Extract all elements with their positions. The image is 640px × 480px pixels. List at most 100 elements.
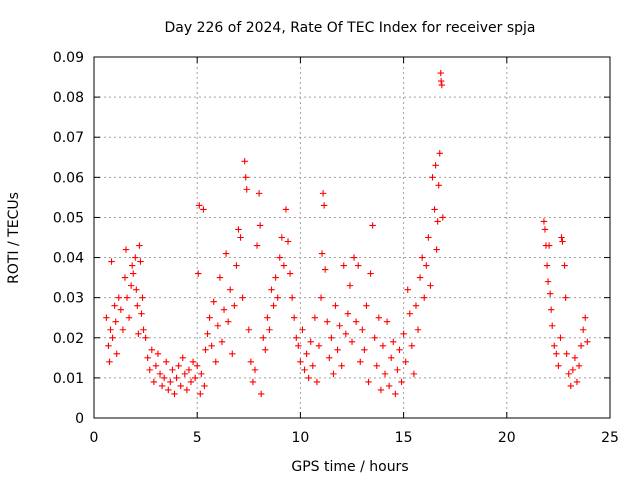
data-point <box>563 350 570 358</box>
data-point <box>315 342 323 349</box>
data-point <box>383 318 391 325</box>
data-point <box>136 242 143 249</box>
data-point <box>429 174 436 181</box>
data-point <box>293 334 300 341</box>
data-point <box>373 362 380 370</box>
data-point <box>148 346 155 354</box>
data-point <box>218 338 226 345</box>
data-point <box>543 262 551 269</box>
data-point <box>280 262 288 269</box>
data-point <box>198 370 205 378</box>
data-point <box>541 226 549 233</box>
data-point <box>160 374 168 382</box>
data-point <box>123 294 131 301</box>
y-tick-label: 0 <box>75 411 84 427</box>
data-point <box>183 386 191 394</box>
data-point <box>204 330 211 337</box>
data-point <box>125 314 133 321</box>
data-point <box>222 250 230 257</box>
data-points <box>103 69 591 398</box>
data-point <box>257 390 265 398</box>
y-tick-label: 0.09 <box>53 50 84 66</box>
data-point <box>418 254 426 261</box>
data-point <box>371 334 378 341</box>
data-point <box>582 314 589 321</box>
chart-title: Day 226 of 2024, Rate Of TEC Index for r… <box>164 20 535 36</box>
data-point <box>266 326 273 333</box>
data-point <box>332 302 339 309</box>
data-point <box>113 350 120 358</box>
data-point <box>336 322 343 329</box>
data-point <box>402 358 409 366</box>
data-point <box>138 310 145 317</box>
y-tick-label: 0.03 <box>53 291 84 307</box>
y-axis-label: ROTI / TECUs <box>6 192 22 284</box>
data-point <box>185 366 193 374</box>
data-point <box>434 218 441 225</box>
data-point <box>410 370 418 378</box>
data-point <box>425 234 432 241</box>
data-point <box>545 242 553 249</box>
x-tick-label: 10 <box>291 430 309 446</box>
data-point <box>169 366 176 374</box>
data-point <box>260 334 267 341</box>
y-tick-label: 0.07 <box>53 130 84 146</box>
data-point <box>156 370 164 378</box>
data-point <box>414 326 422 333</box>
data-point <box>352 318 360 325</box>
data-point <box>121 274 129 281</box>
x-axis-label: GPS time / hours <box>291 459 408 475</box>
data-point <box>115 294 122 301</box>
data-point <box>165 386 172 394</box>
data-point <box>328 334 335 341</box>
data-point <box>396 346 403 354</box>
data-point <box>436 150 443 157</box>
data-point <box>268 286 275 293</box>
data-point <box>216 274 224 281</box>
data-point <box>317 294 325 301</box>
data-point <box>103 314 110 321</box>
data-point <box>313 378 321 386</box>
data-point <box>357 358 364 366</box>
data-point <box>106 358 113 366</box>
data-point <box>338 362 345 370</box>
data-point <box>137 258 144 265</box>
data-point <box>187 378 195 386</box>
data-point <box>175 362 182 370</box>
data-point <box>276 254 283 261</box>
data-point <box>139 294 146 301</box>
data-point <box>437 69 444 77</box>
x-tick-label: 15 <box>395 430 413 446</box>
data-point <box>367 270 374 277</box>
data-point <box>577 342 585 349</box>
data-point <box>433 246 440 253</box>
data-point <box>272 274 279 281</box>
data-point <box>303 350 310 358</box>
data-point <box>299 326 306 333</box>
data-point <box>558 234 565 241</box>
data-point <box>547 306 555 313</box>
data-point <box>321 266 329 273</box>
data-point <box>201 382 208 390</box>
data-point <box>435 182 442 189</box>
data-point <box>132 254 139 261</box>
data-point <box>117 306 125 313</box>
data-point <box>270 302 277 309</box>
data-point <box>575 362 583 370</box>
data-point <box>152 362 160 370</box>
data-point <box>112 318 119 325</box>
data-point <box>342 330 350 337</box>
data-point <box>212 358 219 366</box>
data-point <box>140 326 147 333</box>
data-point <box>346 282 354 289</box>
data-point <box>247 358 255 366</box>
data-point <box>546 290 554 297</box>
data-point <box>255 190 263 197</box>
data-point <box>573 378 581 386</box>
data-point <box>301 366 308 374</box>
axis-ticks: 0 5 10 15 20 25 0 0.01 0.02 0.03 0.04 0.05 0.06 0.07 0… <box>53 50 619 446</box>
data-point <box>181 370 189 378</box>
data-point <box>438 81 445 89</box>
grid <box>94 57 610 418</box>
data-point <box>109 334 116 341</box>
